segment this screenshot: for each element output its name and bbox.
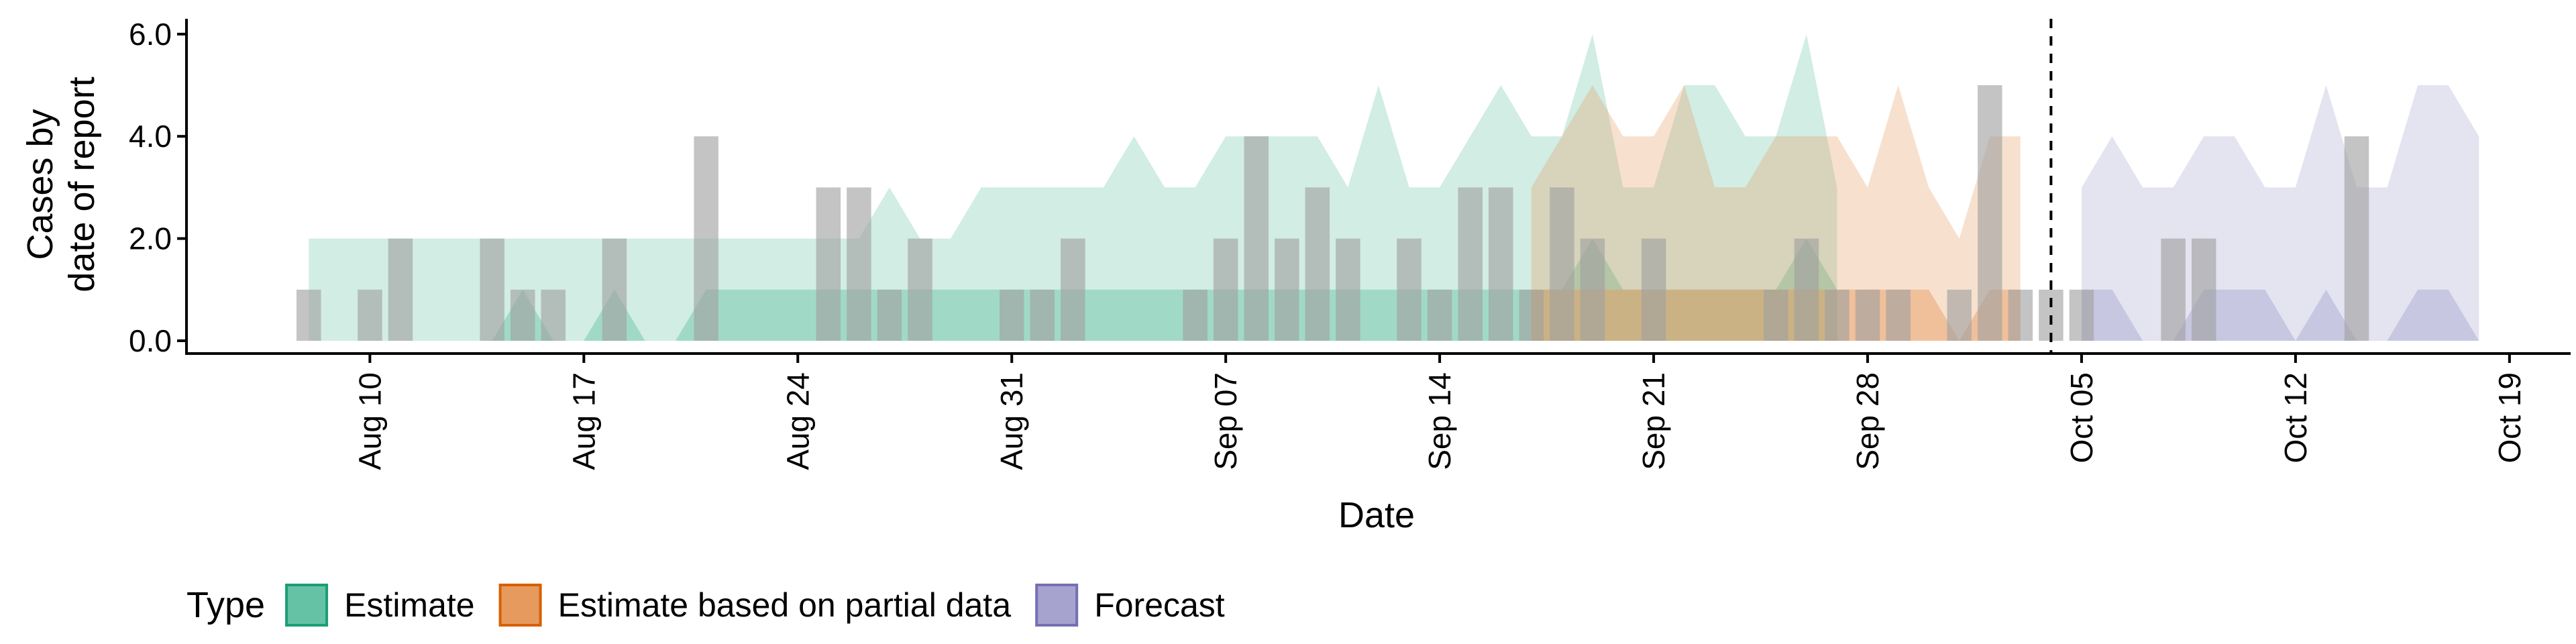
x-tick-label: Sep 07 bbox=[1208, 372, 1243, 470]
case-bar bbox=[1886, 289, 1911, 341]
legend-key bbox=[1035, 584, 1079, 627]
y-tick-label: 4.0 bbox=[129, 119, 172, 154]
legend-label: Forecast bbox=[1094, 586, 1225, 624]
case-bar bbox=[1244, 136, 1269, 341]
case-bar bbox=[2344, 136, 2369, 341]
case-bar bbox=[1794, 238, 1819, 341]
case-bar bbox=[1764, 289, 1788, 341]
legend-title: Type bbox=[186, 585, 265, 625]
case-bar bbox=[2161, 238, 2186, 341]
case-bar bbox=[511, 289, 535, 341]
case-bar bbox=[1641, 238, 1666, 341]
case-bar bbox=[1580, 238, 1605, 341]
x-tick-label: Aug 24 bbox=[780, 372, 815, 470]
legend-label: Estimate bbox=[344, 586, 475, 624]
case-bar bbox=[1397, 238, 1421, 341]
y-tick-label: 2.0 bbox=[129, 221, 172, 256]
x-tick-label: Oct 05 bbox=[2064, 372, 2099, 464]
case-bar bbox=[1458, 187, 1483, 341]
legend-label: Estimate based on partial data bbox=[558, 586, 1012, 624]
x-tick-label: Aug 31 bbox=[994, 372, 1029, 470]
legend-key bbox=[498, 584, 542, 627]
case-bar bbox=[877, 289, 902, 341]
x-tick-label: Oct 19 bbox=[2492, 372, 2527, 464]
case-bar bbox=[541, 289, 566, 341]
x-tick-label: Sep 28 bbox=[1850, 372, 1885, 470]
case-bar bbox=[816, 187, 841, 341]
x-tick-label: Sep 21 bbox=[1636, 372, 1671, 470]
case-bar bbox=[1825, 289, 1849, 341]
case-bar bbox=[602, 238, 627, 341]
x-tick-label: Sep 14 bbox=[1422, 372, 1457, 470]
case-bar bbox=[847, 187, 871, 341]
y-axis-label-line-2: date of report bbox=[62, 76, 102, 292]
case-bar bbox=[1550, 187, 1574, 341]
case-bar bbox=[1336, 238, 1360, 341]
y-axis-label: Cases by date of report bbox=[20, 76, 102, 292]
y-axis-label-line-1: Cases by bbox=[20, 109, 60, 260]
x-tick-label: Aug 17 bbox=[566, 372, 601, 470]
case-bar bbox=[2008, 289, 2033, 341]
x-tick-label: Oct 12 bbox=[2278, 372, 2313, 464]
case-bar bbox=[1427, 289, 1452, 341]
case-bar bbox=[1855, 289, 1880, 341]
legend: Type Estimate Estimate based on partial da… bbox=[186, 584, 1225, 627]
case-bar bbox=[1061, 238, 1085, 341]
case-bar bbox=[1947, 289, 1972, 341]
case-bar bbox=[1978, 85, 2002, 341]
case-bar bbox=[1305, 187, 1330, 341]
x-axis-label: Date bbox=[1338, 495, 1415, 535]
case-bar bbox=[388, 238, 413, 341]
estimate-outer-band bbox=[309, 34, 1837, 341]
case-bar bbox=[1489, 187, 1513, 341]
axes: 0.0 2.0 4.0 6.0 Aug 10 Aug 17 Aug 24 Aug 31 Sep … bbox=[129, 17, 2571, 470]
case-bar bbox=[908, 238, 932, 341]
y-tick-label: 0.0 bbox=[129, 323, 172, 358]
case-bar bbox=[2192, 238, 2216, 341]
case-bar bbox=[2069, 289, 2094, 341]
case-bar bbox=[358, 289, 382, 341]
case-bar bbox=[1000, 289, 1024, 341]
case-bar bbox=[297, 289, 321, 341]
case-bar bbox=[1183, 289, 1208, 341]
case-bar bbox=[1214, 238, 1238, 341]
case-bar bbox=[1030, 289, 1055, 341]
estimate-ribbons bbox=[309, 34, 2479, 341]
case-bar bbox=[1519, 289, 1544, 341]
case-bar bbox=[480, 238, 504, 341]
y-tick-label: 6.0 bbox=[129, 17, 172, 52]
case-bar bbox=[694, 136, 718, 341]
legend-key bbox=[285, 584, 329, 627]
x-tick-label: Aug 10 bbox=[352, 372, 387, 470]
case-bar bbox=[1275, 238, 1299, 341]
